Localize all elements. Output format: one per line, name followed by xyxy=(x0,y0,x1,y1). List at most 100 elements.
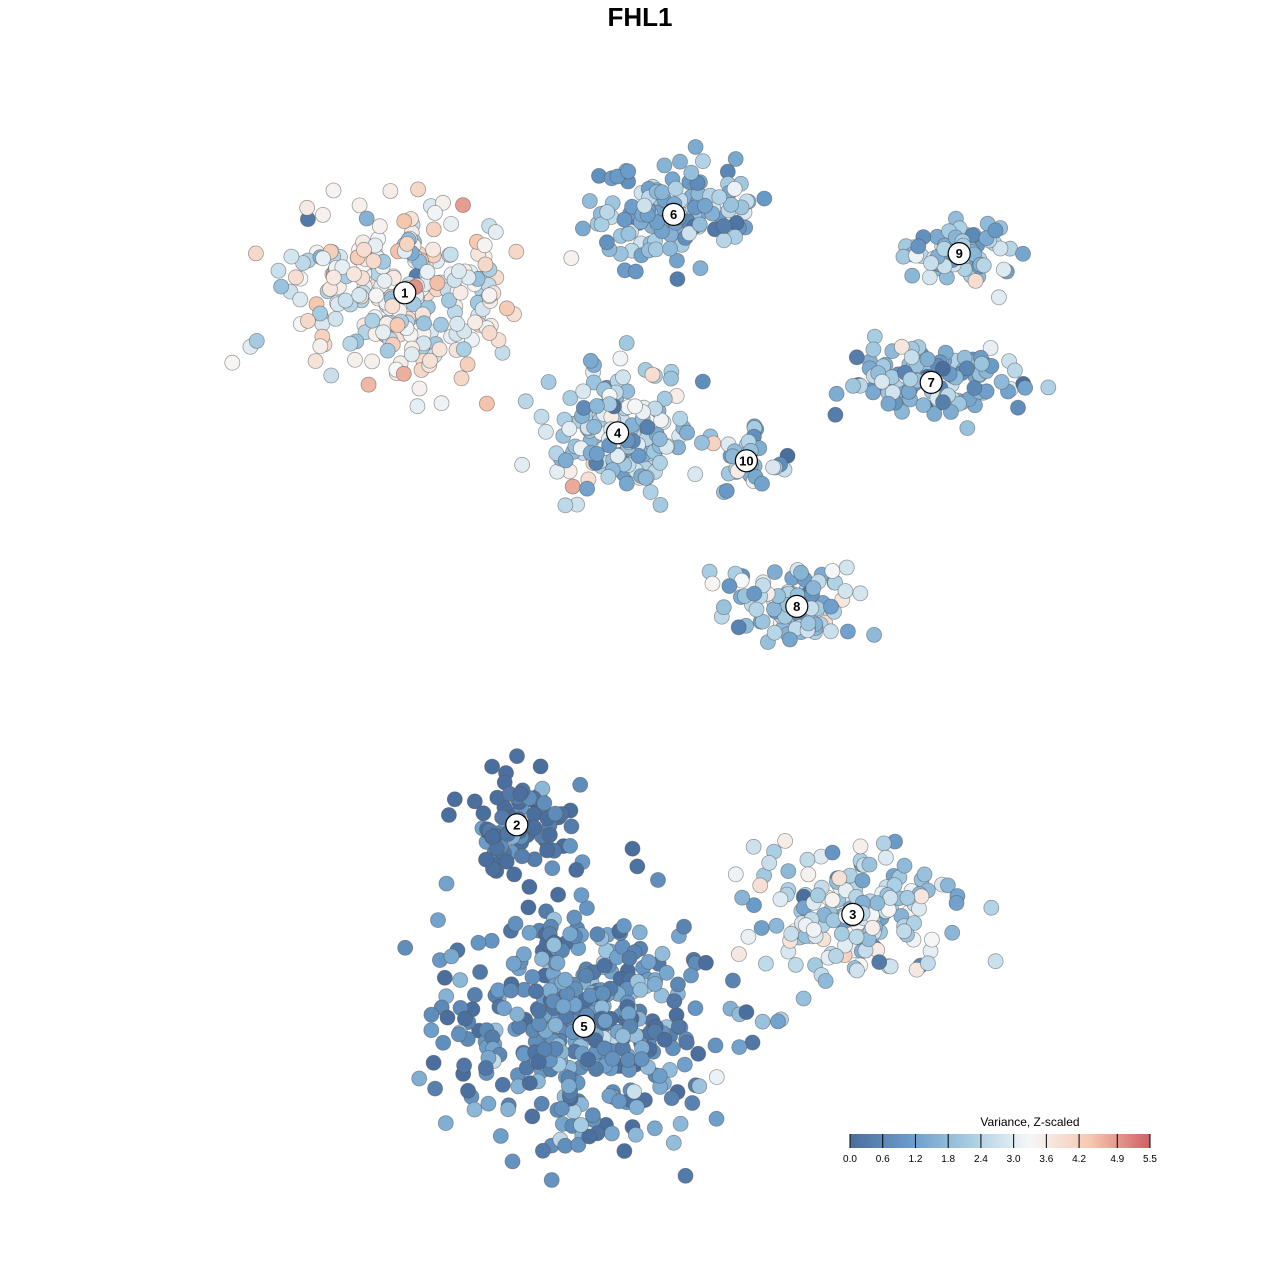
cell-point xyxy=(640,954,657,970)
cell-point xyxy=(557,452,574,469)
cell-point xyxy=(597,1012,614,1029)
cell-point xyxy=(573,1117,589,1133)
cell-point xyxy=(973,355,990,372)
legend-tick-label: 2.4 xyxy=(974,1154,988,1165)
cell-point xyxy=(899,890,916,906)
cell-point xyxy=(557,1137,574,1154)
cell-point xyxy=(681,225,698,242)
cell-point xyxy=(616,211,633,228)
cell-point xyxy=(564,478,581,495)
cell-point xyxy=(711,189,728,206)
cell-point xyxy=(337,292,354,309)
cell-point xyxy=(753,920,770,936)
cell-point xyxy=(562,838,578,854)
cell-point xyxy=(670,976,686,993)
cell-point xyxy=(476,237,493,254)
cell-point xyxy=(697,197,713,214)
cell-point xyxy=(707,1037,724,1054)
cell-point xyxy=(575,220,591,237)
cell-point xyxy=(521,1075,538,1091)
cell-point xyxy=(744,1034,761,1051)
cell-point xyxy=(599,234,615,251)
cell-point xyxy=(533,408,550,425)
cell-point xyxy=(676,918,692,935)
cluster-label-8: 8 xyxy=(785,594,809,619)
cell-point xyxy=(777,833,793,849)
cell-point xyxy=(837,583,854,599)
cell-point xyxy=(718,482,735,499)
cluster-label-text: 9 xyxy=(956,246,963,261)
cell-point xyxy=(270,262,287,279)
cell-point xyxy=(581,193,598,209)
cell-point xyxy=(654,184,670,201)
cluster-label-text: 8 xyxy=(793,599,800,614)
cell-point xyxy=(637,470,654,486)
cell-point xyxy=(959,360,975,377)
cell-point xyxy=(600,468,617,485)
cell-point xyxy=(477,1060,494,1076)
cell-point xyxy=(708,1069,725,1085)
cell-point xyxy=(575,383,592,400)
cluster-label-badge xyxy=(785,594,809,619)
cell-point xyxy=(723,196,739,213)
cell-point xyxy=(861,856,878,873)
cell-point xyxy=(783,925,800,942)
cell-point xyxy=(828,948,844,964)
cell-point xyxy=(411,380,428,397)
cell-point xyxy=(935,394,951,411)
cell-point xyxy=(615,1028,631,1044)
cell-point xyxy=(772,891,789,908)
cell-point xyxy=(500,1101,517,1118)
cell-point xyxy=(455,197,471,214)
cell-point xyxy=(896,857,913,874)
cell-point xyxy=(526,819,543,836)
cell-point xyxy=(679,424,695,441)
cell-point xyxy=(923,255,939,272)
cell-point xyxy=(618,475,635,492)
cell-point xyxy=(823,623,839,640)
cell-point xyxy=(589,445,605,462)
cell-point xyxy=(287,269,304,286)
cell-point xyxy=(512,785,529,802)
cell-point xyxy=(833,925,850,942)
cell-point xyxy=(484,758,501,775)
cell-point xyxy=(516,946,532,963)
cell-point xyxy=(1015,245,1031,262)
cell-point xyxy=(524,969,541,985)
cell-point xyxy=(627,398,643,415)
cell-point xyxy=(708,1110,725,1127)
cell-point xyxy=(694,373,711,390)
cell-point xyxy=(727,151,744,167)
cell-point xyxy=(866,627,882,643)
cell-point xyxy=(669,252,685,269)
cell-point xyxy=(993,373,1010,390)
legend-tick-label: 1.2 xyxy=(909,1154,923,1165)
cell-point xyxy=(566,909,583,926)
cell-point xyxy=(620,225,637,242)
cell-point xyxy=(358,210,375,227)
cluster-label-badge xyxy=(947,242,971,266)
cell-point xyxy=(752,877,769,894)
cell-point xyxy=(425,221,442,238)
cell-point xyxy=(347,351,363,368)
cell-point xyxy=(656,1031,673,1048)
cell-point xyxy=(247,245,264,262)
cell-point xyxy=(687,139,704,155)
cell-point xyxy=(562,390,579,406)
cluster-label-text: 2 xyxy=(513,817,520,832)
cell-point xyxy=(987,222,1004,239)
cell-point xyxy=(572,776,589,793)
cell-point xyxy=(782,631,798,648)
cell-point xyxy=(589,398,605,414)
cell-point xyxy=(579,480,595,497)
cell-point xyxy=(396,213,413,230)
cell-point xyxy=(848,929,865,945)
cell-point xyxy=(799,851,816,868)
cell-point xyxy=(492,1128,509,1144)
cell-point xyxy=(586,418,602,435)
cell-point xyxy=(509,1006,526,1023)
cell-point xyxy=(466,987,483,1003)
cell-point xyxy=(356,241,372,258)
cell-point xyxy=(864,919,881,936)
cell-point xyxy=(549,955,566,971)
